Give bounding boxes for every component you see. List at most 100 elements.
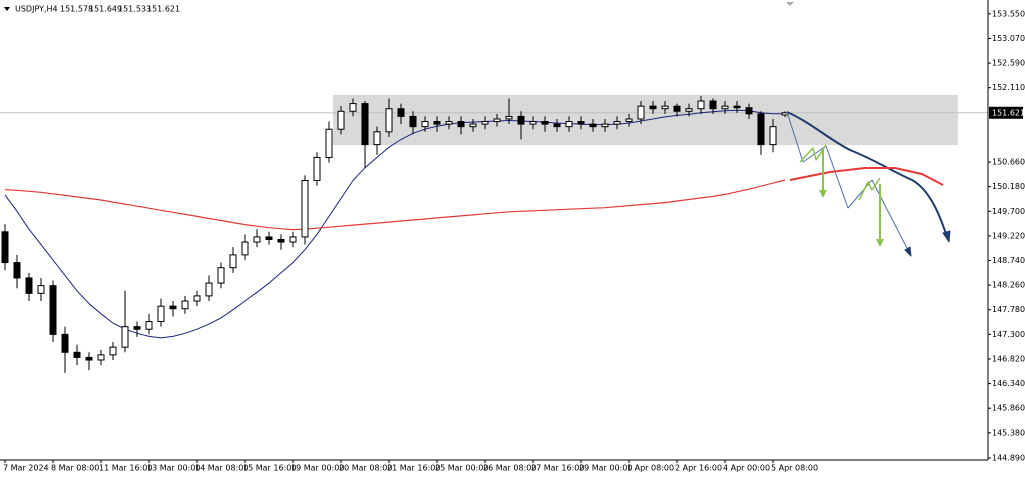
candle-body — [49, 285, 57, 335]
y-tick-label: 149.700 — [992, 207, 1025, 216]
y-tick-label: 148.740 — [992, 256, 1025, 265]
candle-body — [697, 100, 705, 110]
candle-body — [733, 105, 741, 109]
candle-body — [421, 121, 429, 128]
candle-body — [385, 108, 393, 133]
moving-average — [4, 179, 786, 231]
y-tick-label: 147.300 — [992, 330, 1025, 339]
candle-body — [133, 326, 141, 330]
candle-body — [277, 238, 285, 243]
candle-body — [457, 121, 465, 128]
candle-body — [637, 105, 645, 120]
candle-body — [577, 121, 585, 125]
candle-body — [361, 103, 369, 146]
x-tick-label: 29 Mar 00:00 — [579, 464, 632, 473]
candle-body — [301, 180, 309, 238]
candle-body — [169, 305, 177, 310]
x-tick-label: 20 Mar 08:00 — [339, 464, 392, 473]
header-low: 151.533 — [118, 5, 151, 14]
candle-body — [337, 110, 345, 130]
arrowhead — [942, 230, 951, 243]
y-tick-label: 150.660 — [992, 158, 1025, 167]
symbol: USDJPY,H4 — [15, 5, 58, 14]
y-tick-label: 150.180 — [992, 182, 1025, 191]
y-tick-label: 153.070 — [992, 34, 1025, 43]
x-tick-label: 11 Mar 16:00 — [99, 464, 152, 473]
x-tick-label: 7 Mar 2024 — [3, 464, 49, 473]
candle-body — [109, 346, 117, 356]
candle-body — [445, 121, 453, 125]
candle-body — [505, 115, 513, 120]
header-high: 151.649 — [89, 5, 122, 14]
candle-body — [397, 108, 405, 117]
candle-body — [37, 285, 45, 294]
x-tick-label: 14 Mar 08:00 — [195, 464, 248, 473]
x-tick-label: 19 Mar 00:00 — [291, 464, 344, 473]
candle-body — [625, 118, 633, 123]
y-tick-label: 146.340 — [992, 379, 1025, 388]
y-tick-label: 149.220 — [992, 231, 1025, 240]
candle-body — [253, 236, 261, 243]
candle-body — [589, 123, 597, 128]
candle-body — [97, 354, 105, 361]
candle-body — [181, 300, 189, 310]
candle-body — [673, 105, 681, 112]
forecast-curve — [786, 111, 949, 241]
candle-body — [325, 128, 333, 158]
y-tick-label: 146.820 — [992, 354, 1025, 363]
candle-body — [661, 105, 669, 110]
candle-body — [1, 231, 9, 264]
x-tick-label: 26 Mar 08:00 — [483, 464, 536, 473]
candle-body — [265, 236, 273, 240]
candle-body — [349, 103, 357, 112]
candle-body — [469, 123, 477, 128]
shift-marker — [786, 2, 794, 6]
x-tick-label: 8 Mar 08:00 — [51, 464, 99, 473]
candle-body — [493, 118, 501, 123]
x-tick-label: 25 Mar 00:00 — [435, 464, 488, 473]
header-open: 151.578 — [60, 5, 93, 14]
forecast-drawings — [786, 111, 951, 257]
candle-body — [121, 326, 129, 348]
candle-body — [145, 321, 153, 330]
candle-body — [613, 121, 621, 125]
candle-body — [13, 262, 21, 279]
candle-body — [217, 267, 225, 284]
arrowhead — [904, 246, 912, 257]
moving-average — [4, 109, 785, 339]
x-tick-label: 1 Apr 08:00 — [627, 464, 674, 473]
y-tick-label: 145.860 — [992, 404, 1025, 413]
candle-body — [409, 115, 417, 128]
candle-body — [289, 236, 297, 243]
candle-body — [73, 351, 81, 358]
candle-body — [481, 121, 489, 125]
candle-body — [241, 241, 249, 256]
candle-body — [205, 282, 213, 297]
candle-body — [769, 126, 777, 146]
x-tick-label: 27 Mar 16:00 — [531, 464, 584, 473]
candle-body — [373, 131, 381, 146]
candle-body — [229, 254, 237, 269]
zigzag — [799, 144, 827, 163]
candle-body — [649, 105, 657, 110]
candle-body — [757, 113, 765, 146]
y-tick-label: 145.380 — [992, 428, 1025, 437]
y-tick-label: 144.890 — [992, 453, 1025, 462]
candle-body — [61, 333, 69, 353]
candle-body — [433, 121, 441, 125]
price-label: 151.621 — [992, 108, 1025, 117]
candle-body — [601, 123, 609, 128]
y-tick-label: 153.550 — [992, 9, 1025, 18]
x-tick-label: 13 Mar 00:00 — [147, 464, 200, 473]
header-close: 151.621 — [147, 5, 180, 14]
candle-body — [541, 121, 549, 125]
candle-body — [721, 105, 729, 110]
x-tick-label: 15 Mar 16:00 — [243, 464, 296, 473]
y-tick-label: 152.590 — [992, 59, 1025, 68]
menu-triangle[interactable] — [4, 7, 10, 11]
candle-body — [709, 100, 717, 110]
arrowhead — [876, 239, 884, 247]
y-tick-label: 147.780 — [992, 305, 1025, 314]
